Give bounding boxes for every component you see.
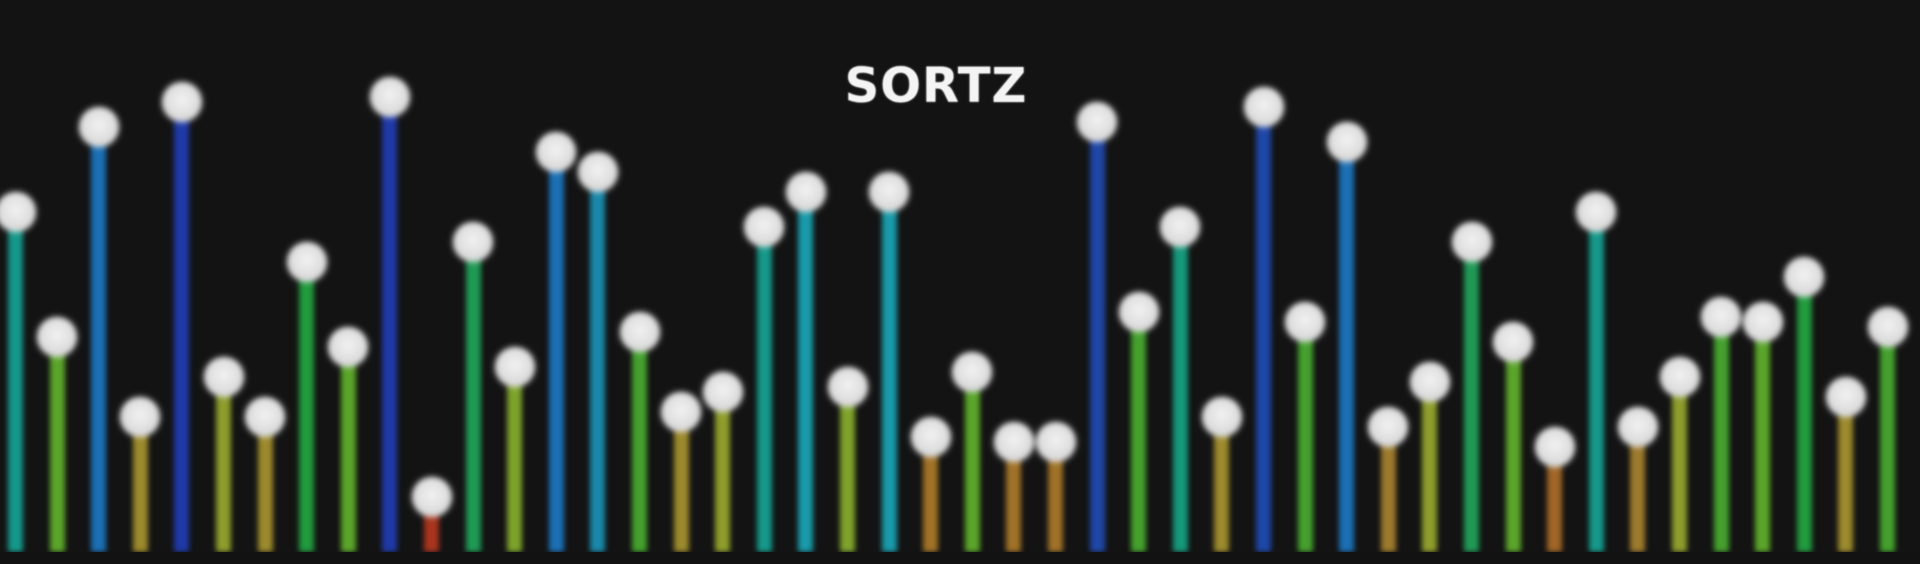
bar-cap-26 (1077, 102, 1118, 142)
bar-44 (1838, 397, 1854, 552)
bar-cap-32 (1326, 122, 1367, 162)
bar-18 (756, 227, 772, 552)
bar-cap-6 (245, 397, 286, 437)
bar-cap-4 (161, 82, 202, 122)
bar-27 (1131, 312, 1147, 552)
bar-cap-41 (1701, 297, 1742, 337)
bar-cap-34 (1409, 362, 1450, 402)
bar-cap-42 (1742, 302, 1783, 342)
bar-cap-10 (411, 477, 452, 517)
bar-45 (1880, 327, 1895, 552)
bar-cap-15 (619, 312, 660, 352)
bar-cap-8 (328, 327, 369, 367)
bar-11 (465, 242, 481, 552)
bar-28 (1172, 227, 1188, 552)
bar-8 (340, 347, 356, 552)
bar-cap-1 (37, 317, 78, 357)
bar-cap-28 (1160, 207, 1201, 247)
bar-5 (216, 377, 231, 552)
bar-13 (548, 152, 564, 552)
bar-35 (1464, 242, 1479, 552)
bar-21 (881, 192, 897, 552)
bar-cap-23 (952, 352, 993, 392)
bar-15 (632, 332, 647, 552)
bar-cap-40 (1659, 357, 1700, 397)
bar-16 (673, 412, 689, 552)
bar-cap-12 (494, 347, 535, 387)
bar-cap-30 (1243, 87, 1284, 127)
bar-23 (964, 372, 980, 552)
bar-cap-25 (1035, 422, 1076, 462)
bar-cap-9 (369, 77, 410, 117)
bar-cap-14 (577, 152, 618, 192)
bar-42 (1755, 322, 1771, 552)
bar-17 (715, 392, 731, 552)
bar-cap-21 (869, 172, 910, 212)
bar-cap-3 (120, 397, 161, 437)
bar-34 (1422, 382, 1438, 552)
bar-25 (1048, 442, 1063, 552)
bar-7 (299, 262, 315, 552)
bar-cap-44 (1825, 377, 1866, 417)
bar-cap-37 (1534, 427, 1575, 467)
bar-2 (91, 127, 107, 552)
bar-cap-33 (1368, 407, 1409, 447)
bar-cap-0 (0, 192, 36, 232)
bar-cap-39 (1617, 407, 1658, 447)
bar-cap-35 (1451, 222, 1492, 262)
bar-22 (923, 437, 939, 552)
bar-36 (1505, 342, 1521, 552)
bar-cap-31 (1285, 302, 1326, 342)
bar-31 (1297, 322, 1313, 552)
bar-12 (507, 367, 523, 552)
bar-cap-45 (1867, 307, 1908, 347)
bar-38 (1588, 212, 1604, 552)
bar-32 (1339, 142, 1355, 552)
bar-20 (840, 387, 855, 552)
bar-3 (132, 417, 148, 552)
bar-14 (590, 172, 606, 552)
bar-cap-7 (286, 242, 327, 282)
bar-cap-18 (744, 207, 785, 247)
bar-33 (1380, 427, 1396, 552)
bar-cap-11 (453, 222, 494, 262)
bar-41 (1713, 317, 1729, 552)
bar-1 (49, 337, 65, 552)
bar-cap-19 (785, 172, 826, 212)
app-title: SORTZ (844, 58, 1028, 114)
bar-cap-17 (702, 372, 743, 412)
bar-cap-36 (1493, 322, 1534, 362)
floor (0, 552, 1920, 564)
bar-cap-22 (910, 417, 951, 457)
bar-26 (1089, 122, 1105, 552)
bar-0 (8, 212, 23, 552)
bar-43 (1796, 277, 1812, 552)
bar-cap-24 (993, 422, 1034, 462)
bar-6 (257, 417, 273, 552)
bar-cap-27 (1118, 292, 1159, 332)
bar-39 (1630, 427, 1646, 552)
bar-40 (1672, 377, 1687, 552)
bar-9 (382, 97, 398, 552)
bar-cap-20 (827, 367, 868, 407)
bar-37 (1547, 447, 1563, 552)
bar-cap-5 (203, 357, 244, 397)
bar-24 (1006, 442, 1022, 552)
bar-19 (798, 192, 814, 552)
bar-30 (1256, 107, 1271, 552)
bar-cap-16 (661, 392, 702, 432)
bar-4 (174, 102, 190, 552)
bar-cap-29 (1201, 397, 1242, 437)
bar-cap-38 (1576, 192, 1617, 232)
bar-29 (1214, 417, 1230, 552)
bar-cap-2 (78, 107, 119, 147)
bar-cap-13 (536, 132, 577, 172)
bar-cap-43 (1784, 257, 1825, 297)
